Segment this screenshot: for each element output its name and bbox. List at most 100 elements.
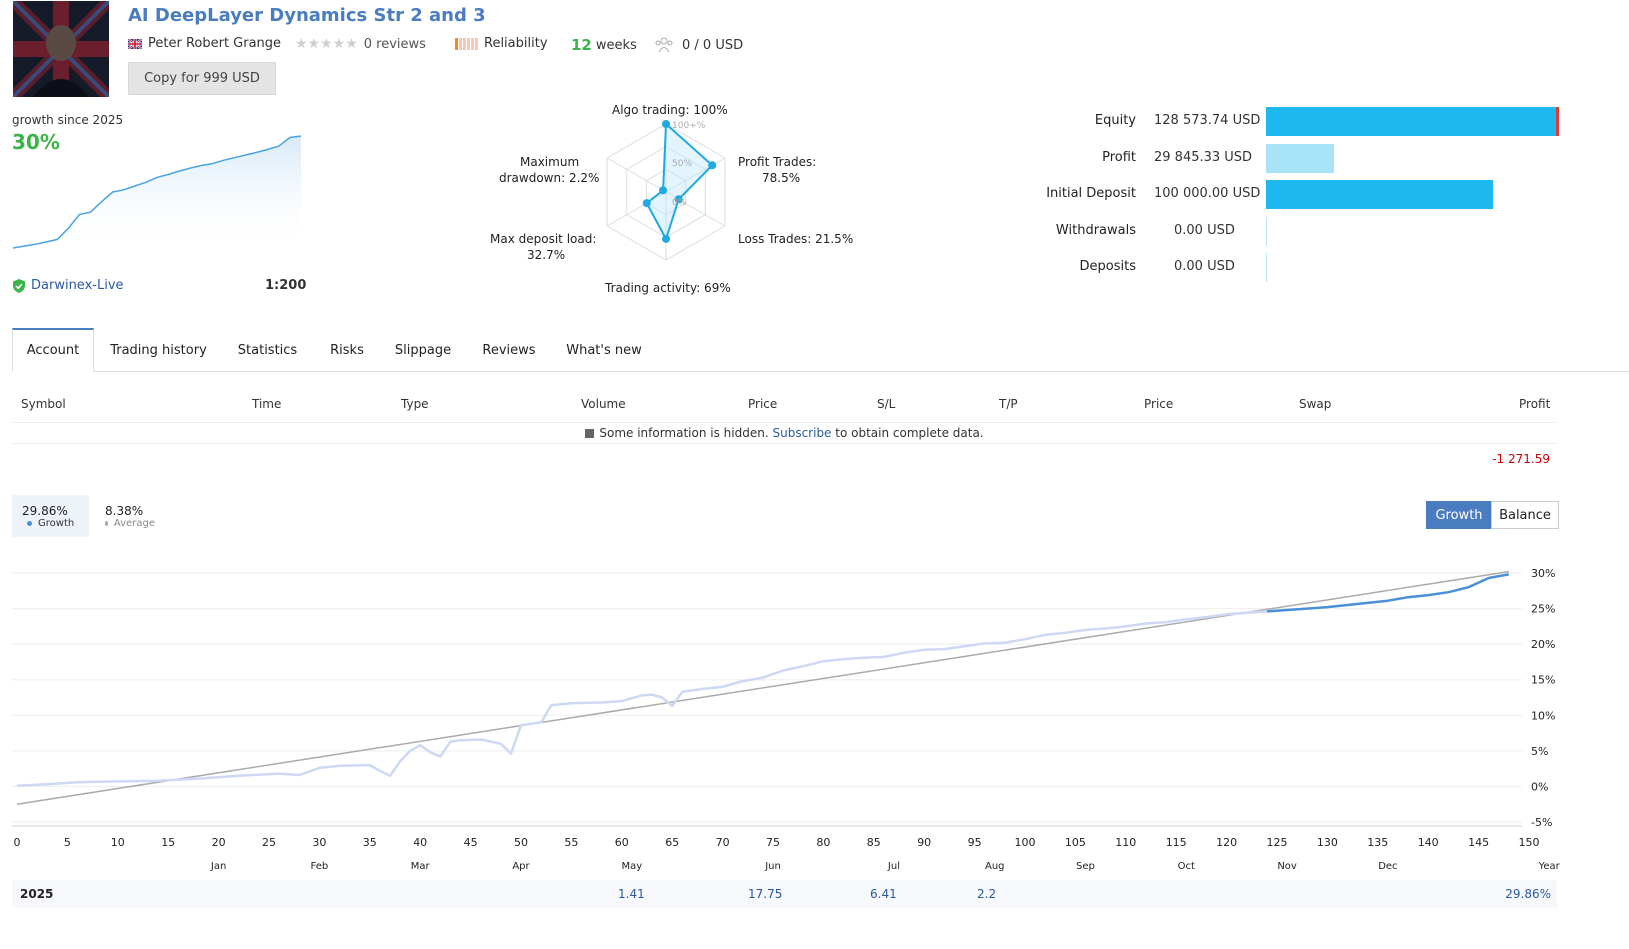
- lock-icon: [585, 429, 595, 438]
- hidden-info-row: Some information is hidden. Subscribe to…: [12, 422, 1557, 444]
- reliability[interactable]: Reliability: [455, 36, 548, 51]
- growth-dot-icon: [27, 521, 32, 526]
- growth-stat[interactable]: 29.86% Growth: [12, 495, 89, 537]
- col-sl: S/L: [877, 397, 896, 411]
- mini-chart-area: [13, 136, 301, 250]
- tab-risks[interactable]: Risks: [330, 342, 364, 358]
- radar-label-deposit-load-1: Max deposit load:: [490, 232, 597, 246]
- growth-line-history: [16, 610, 1267, 787]
- month-label: Year: [1538, 861, 1561, 872]
- growth-toggle-button[interactable]: Growth: [1426, 501, 1492, 529]
- month-aug-value[interactable]: 2.2: [977, 887, 997, 901]
- year-label: 2025: [20, 887, 54, 901]
- tab-reviews[interactable]: Reviews: [482, 342, 536, 358]
- signal-title[interactable]: AI DeepLayer Dynamics Str 2 and 3: [128, 5, 486, 26]
- copy-button[interactable]: Copy for 999 USD: [128, 62, 276, 95]
- broker[interactable]: Darwinex-Live: [12, 278, 124, 293]
- x-tick-label: 50: [514, 836, 528, 849]
- x-tick-label: 85: [867, 836, 881, 849]
- month-label: May: [622, 861, 643, 872]
- radar-label-profit-trades-2: 78.5%: [762, 171, 801, 185]
- balance-label: Equity: [1094, 113, 1136, 128]
- month-label: Aug: [985, 861, 1005, 872]
- month-may-value[interactable]: 1.41: [618, 887, 645, 901]
- col-price-2: Price: [1144, 397, 1174, 411]
- equity-marker: [1556, 107, 1559, 136]
- radar-spoke: [606, 191, 667, 227]
- radar-scale-0: 0%: [672, 198, 687, 208]
- month-jun-value[interactable]: 17.75: [748, 887, 783, 901]
- x-tick-label: 130: [1317, 836, 1338, 849]
- col-type: Type: [401, 397, 429, 411]
- year-total-value: 29.86%: [1505, 887, 1551, 901]
- tab-account[interactable]: Account: [12, 328, 94, 372]
- col-time: Time: [252, 397, 282, 411]
- y-tick-label: 10%: [1531, 709, 1555, 722]
- x-tick-label: 0: [14, 836, 21, 849]
- balance-value: 29 845.33 USD: [1154, 149, 1253, 165]
- x-tick-label: 150: [1519, 836, 1540, 849]
- x-tick-label: 30: [312, 836, 326, 849]
- x-tick-label: 65: [665, 836, 679, 849]
- average-stat-label: Average: [113, 518, 155, 529]
- month-jul-value[interactable]: 6.41: [870, 887, 897, 901]
- month-label: Jun: [764, 861, 781, 872]
- y-tick-label: 20%: [1531, 638, 1555, 651]
- x-tick-label: 145: [1468, 836, 1489, 849]
- tab-trading-history[interactable]: Trading history: [110, 342, 207, 358]
- author-name[interactable]: Peter Robert Grange: [148, 36, 282, 51]
- growth-since-label: growth since 2025: [12, 113, 124, 127]
- radar-label-deposit-load-2: 32.7%: [527, 248, 566, 262]
- star-rating-icon: ★★★★★: [295, 36, 358, 52]
- rating[interactable]: ★★★★★ 0 reviews: [295, 36, 426, 52]
- month-label: Jan: [210, 861, 226, 872]
- x-tick-label: 45: [464, 836, 478, 849]
- radar-spoke: [606, 157, 667, 193]
- x-tick-label: 35: [363, 836, 377, 849]
- balance-value: 0.00 USD: [1174, 259, 1235, 274]
- y-tick-label: 30%: [1531, 567, 1555, 580]
- col-volume: Volume: [581, 397, 626, 411]
- radar-label-loss-trades: Loss Trades: 21.5%: [738, 232, 854, 246]
- tab-statistics[interactable]: Statistics: [237, 342, 298, 358]
- x-tick-label: 40: [413, 836, 427, 849]
- balance-bar: [1266, 143, 1334, 173]
- radar-label-activity: Trading activity: 69%: [605, 281, 731, 295]
- col-profit: Profit: [1519, 397, 1551, 411]
- x-tick-label: 5: [64, 836, 71, 849]
- balance-label: Withdrawals: [1055, 222, 1136, 238]
- radar-scale-50: 50%: [672, 159, 692, 169]
- author[interactable]: Peter Robert Grange: [128, 36, 281, 51]
- balance-label: Profit: [1102, 149, 1136, 165]
- x-tick-label: 10: [111, 836, 125, 849]
- radar-point: [674, 195, 683, 204]
- y-tick-label: 15%: [1531, 674, 1555, 687]
- col-swap: Swap: [1299, 397, 1332, 411]
- tab-slippage[interactable]: Slippage: [394, 342, 452, 358]
- subscribe-link[interactable]: Subscribe: [772, 426, 832, 440]
- balance-toggle-button[interactable]: Balance: [1491, 501, 1559, 529]
- tab-whats-new[interactable]: What's new: [566, 342, 642, 358]
- mini-chart-line: [12, 135, 302, 249]
- mini-growth-chart: [12, 135, 302, 250]
- broker-name[interactable]: Darwinex-Live: [31, 278, 124, 293]
- tabs-bar: Account Trading history Statistics Risks…: [12, 328, 1629, 372]
- col-price: Price: [748, 397, 778, 411]
- balance-value: 0.00 USD: [1174, 222, 1235, 238]
- x-tick-label: 100: [1015, 836, 1036, 849]
- uk-flag-icon: [128, 38, 142, 49]
- growth-stat-label: Growth: [38, 518, 75, 529]
- month-label: Dec: [1378, 861, 1397, 872]
- balance-value: 100 000.00 USD: [1154, 186, 1261, 201]
- verified-shield-icon: [13, 278, 25, 293]
- radar-point: [662, 120, 670, 128]
- y-tick-label: -5%: [1531, 816, 1552, 829]
- x-tick-label: 20: [212, 836, 226, 849]
- balance-value: 128 573.74 USD: [1154, 113, 1261, 128]
- month-label: Apr: [512, 861, 530, 872]
- month-label: Nov: [1277, 861, 1297, 872]
- avatar: [13, 1, 109, 97]
- radar-point: [642, 199, 651, 208]
- average-stat[interactable]: 8.38% Average: [95, 495, 165, 537]
- reviews-count[interactable]: 0 reviews: [363, 36, 426, 52]
